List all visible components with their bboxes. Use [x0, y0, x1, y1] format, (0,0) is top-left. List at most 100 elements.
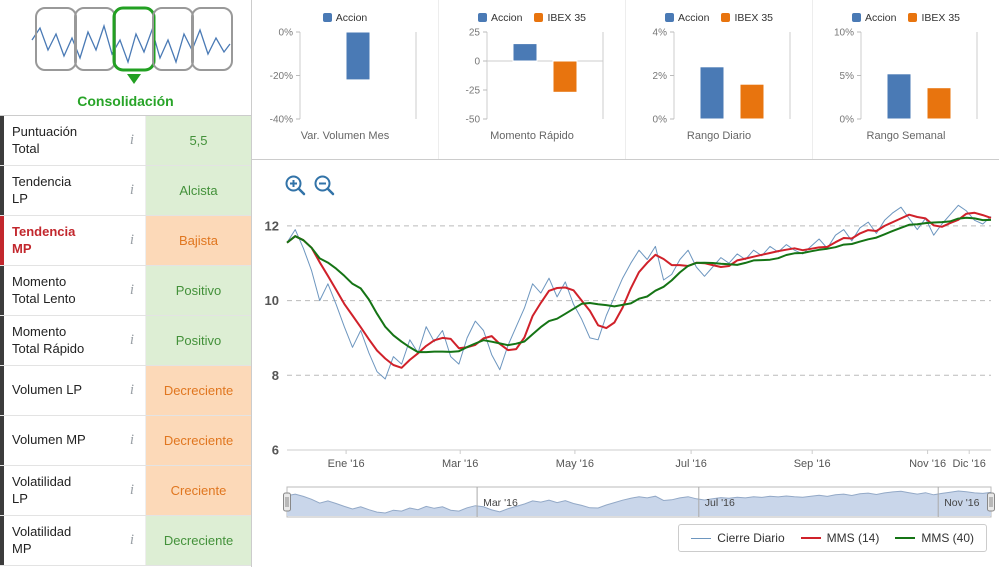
svg-text:Jul '16: Jul '16 [705, 497, 735, 509]
chart-title: Momento Rápido [490, 130, 574, 142]
price-chart-legend: Cierre Diario MMS (14) MMS (40) [678, 524, 987, 552]
legend-label: Accion [864, 11, 897, 24]
indicator-value: Positivo [145, 316, 251, 365]
legend-label: IBEX 35 [547, 11, 587, 24]
indicator-value: Decreciente [145, 416, 251, 465]
legend-label: Cierre Diario [717, 531, 785, 545]
legend-item-mms-40[interactable]: MMS (40) [895, 531, 974, 545]
mini-chart-rango-diario[interactable]: Accion IBEX 35 4% 2% 0% Rango Diario [626, 0, 813, 159]
legend-item[interactable]: Accion [851, 11, 897, 24]
svg-text:0%: 0% [279, 28, 294, 39]
bar[interactable] [345, 31, 371, 81]
svg-text:Mar '16: Mar '16 [442, 458, 478, 470]
info-icon[interactable]: i [129, 132, 135, 148]
info-icon[interactable]: i [129, 382, 135, 398]
bar-chart-canvas[interactable]: 0% -20% -40% [262, 27, 428, 127]
svg-text:Ene '16: Ene '16 [328, 458, 365, 470]
bar[interactable] [926, 87, 952, 120]
legend-label: Accion [490, 11, 523, 24]
legend-item[interactable]: IBEX 35 [721, 12, 773, 24]
navigator[interactable]: Mar '16 Jul '16 Nov '16 [253, 486, 997, 518]
market-phase-pattern-icon[interactable] [8, 4, 244, 90]
legend-item[interactable]: IBEX 35 [534, 12, 586, 24]
svg-text:25: 25 [469, 28, 481, 39]
svg-text:0%: 0% [653, 115, 668, 126]
info-icon[interactable]: i [129, 532, 135, 548]
svg-text:-20%: -20% [270, 71, 293, 82]
legend-swatch-icon [477, 13, 487, 22]
navigator-handle[interactable] [987, 492, 995, 512]
bar-chart-canvas[interactable]: 4% 2% 0% [636, 27, 802, 127]
svg-text:12: 12 [265, 218, 279, 233]
price-chart-canvas[interactable]: 12 10 8 6 Ene '16 Mar '16 May '16 Jul '16 Sep '1… [253, 184, 997, 494]
legend-label: MMS (40) [921, 531, 974, 545]
bar[interactable] [886, 73, 912, 120]
legend-label: Accion [335, 11, 368, 24]
legend-swatch-icon [851, 13, 861, 22]
indicator-label: Volatilidad LP [0, 466, 119, 515]
indicator-label: Tendencia LP [0, 166, 119, 215]
indicator-value: 5,5 [145, 116, 251, 165]
bar-chart-canvas[interactable]: 10% 5% 0% [823, 27, 989, 127]
bar[interactable] [739, 83, 765, 120]
bar[interactable] [552, 60, 578, 93]
zoom-in-icon[interactable] [284, 174, 306, 201]
bar[interactable] [512, 43, 538, 62]
svg-text:10%: 10% [834, 28, 854, 39]
legend-item[interactable]: IBEX 35 [908, 12, 960, 24]
legend-item[interactable]: Accion [477, 11, 523, 24]
svg-text:Mar '16: Mar '16 [483, 497, 518, 509]
legend-line-sample [800, 537, 821, 539]
info-icon[interactable]: i [129, 432, 135, 448]
svg-text:Nov '16: Nov '16 [944, 497, 979, 509]
info-icon[interactable]: i [129, 232, 135, 248]
indicator-row-tendencia-lp[interactable]: Tendencia LP i Alcista [0, 166, 251, 216]
info-icon[interactable]: i [129, 182, 135, 198]
svg-text:10: 10 [265, 293, 279, 308]
svg-text:-25: -25 [466, 86, 481, 97]
legend-item[interactable]: Accion [664, 12, 709, 24]
navigator-handle[interactable] [283, 492, 291, 512]
indicator-row-volatilidad-mp[interactable]: Volatilidad MP i Decreciente [0, 516, 251, 566]
indicator-value: Positivo [145, 266, 251, 315]
info-icon[interactable]: i [129, 482, 135, 498]
svg-text:Jul '16: Jul '16 [675, 458, 706, 470]
mini-legend: Accion IBEX 35 [664, 10, 773, 25]
market-phase-box[interactable]: Consolidación [0, 0, 251, 116]
legend-item-cierre-diario[interactable]: Cierre Diario [691, 531, 785, 545]
indicator-label: Puntuación Total [0, 116, 119, 165]
indicator-row-momento-total-lento[interactable]: Momento Total Lento i Positivo [0, 266, 251, 316]
indicator-sidebar: Consolidación Puntuación Total i 5,5 Ten… [0, 0, 252, 567]
svg-text:Nov '16: Nov '16 [909, 458, 946, 470]
chart-title: Var. Volumen Mes [300, 130, 390, 142]
indicator-label: Momento Total Lento [0, 266, 119, 315]
svg-text:-50: -50 [466, 115, 481, 126]
legend-item-mms-14[interactable]: MMS (14) [800, 531, 879, 545]
indicator-row-volumen-mp[interactable]: Volumen MP i Decreciente [0, 416, 251, 466]
indicator-row-momento-total-rapido[interactable]: Momento Total Rápido i Positivo [0, 316, 251, 366]
indicator-value: Decreciente [145, 366, 251, 415]
info-icon[interactable]: i [129, 332, 135, 348]
svg-text:Dic '16: Dic '16 [953, 458, 986, 470]
chart-title: Rango Semanal [866, 130, 946, 142]
indicator-row-volatilidad-lp[interactable]: Volatilidad LP i Creciente [0, 466, 251, 516]
mini-chart-momento-rapido[interactable]: Accion IBEX 35 25 0 -25 -50 Momento Rápido [439, 0, 626, 159]
mini-chart-var-volumen-mes[interactable]: Accion 0% -20% -40% Var. Volumen Mes [252, 0, 439, 159]
info-icon[interactable]: i [129, 282, 135, 298]
legend-item[interactable]: Accion [322, 11, 368, 24]
indicator-value: Bajista [145, 216, 251, 265]
indicator-row-volumen-lp[interactable]: Volumen LP i Decreciente [0, 366, 251, 416]
indicator-row-tendencia-mp[interactable]: Tendencia MP i Bajista [0, 216, 251, 266]
legend-swatch-icon [534, 13, 544, 22]
indicator-label: Volumen LP [0, 366, 119, 415]
bar[interactable] [699, 66, 725, 120]
mini-legend: Accion IBEX 35 [477, 10, 586, 25]
indicator-row-puntuacion-total[interactable]: Puntuación Total i 5,5 [0, 116, 251, 166]
svg-text:0: 0 [474, 57, 480, 68]
svg-text:8: 8 [272, 368, 279, 383]
svg-text:2%: 2% [653, 71, 668, 82]
zoom-out-icon[interactable] [313, 174, 335, 201]
bar-chart-canvas[interactable]: 25 0 -25 -50 [449, 27, 615, 127]
mini-chart-rango-semanal[interactable]: Accion IBEX 35 10% 5% 0% Rango Semanal [813, 0, 999, 159]
